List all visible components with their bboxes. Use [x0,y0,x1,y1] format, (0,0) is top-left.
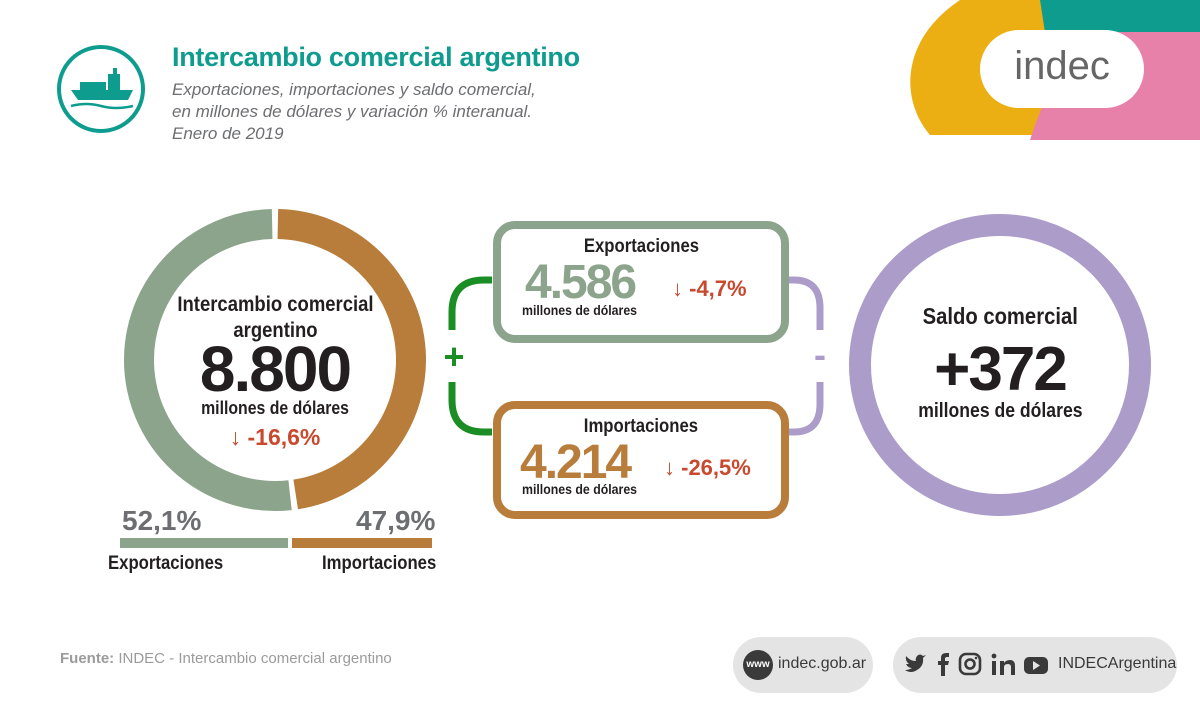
donut-center-label-line2: argentino [232,319,318,342]
imports-box-label: Importaciones [583,416,699,437]
facebook-icon[interactable] [938,653,949,676]
exports-box-value: 4.586 [525,256,637,309]
imports-box-variation: ↓ -26,5% [664,455,751,480]
linkedin-icon[interactable] [991,653,1015,675]
imports-box-unit: millones de dólares [522,481,638,497]
imports-share-label: 47,9% [356,505,436,536]
logo-pill [980,30,1144,108]
exports-box [493,221,789,343]
page-title: Intercambio comercial argentino [172,42,580,72]
subtitle-line-2: en millones de dólares y variación % int… [172,102,533,121]
saldo-label: Saldo comercial [922,303,1078,329]
exports-share-bar [120,538,288,548]
corner-decoration [910,0,1200,140]
exports-box-label: Exportaciones [583,236,699,257]
www-icon: www [743,650,773,680]
subtitle-line-1: Exportaciones, importaciones y saldo com… [172,80,536,99]
twitter-icon[interactable] [905,654,926,673]
imports-box-value: 4.214 [520,436,632,489]
youtube-icon[interactable] [1024,657,1048,674]
indec-logo: indec [1014,44,1110,88]
subtitle-line-3: Enero de 2019 [172,124,284,143]
saldo-ring [849,214,1151,516]
exports-box-unit: millones de dólares [522,302,638,318]
donut-center-unit: millones de dólares [201,398,349,418]
saldo-unit: millones de dólares [917,400,1083,422]
exports-legend-label: Exportaciones [108,553,224,574]
source-text: INDEC - Intercambio comercial argentino [114,650,392,667]
plus-operator: + [443,336,465,377]
ship-icon [57,45,145,133]
donut-center-variation: ↓ -16,6% [229,424,321,450]
saldo-value: +372 [934,335,1068,404]
website-link[interactable]: indec.gob.ar [778,655,867,672]
exports-share-label: 52,1% [122,505,202,536]
donut-slice-importaciones [277,209,426,510]
connector-brackets [448,276,824,436]
donut-chart [124,209,426,511]
imports-legend-label: Importaciones [322,553,437,574]
imports-share-bar [292,538,432,548]
donut-center-label-line1: Intercambio comercial [176,293,374,316]
imports-box [493,401,789,519]
instagram-icon[interactable] [958,652,982,676]
social-handle[interactable]: INDECArgentina [1058,655,1177,672]
exports-box-variation: ↓ -4,7% [672,276,747,301]
donut-center-value: 8.800 [199,333,352,405]
social-icons [905,652,1048,676]
donut-slice-exportaciones [124,209,292,511]
source-label: Fuente: [60,650,115,667]
minus-operator: - [814,334,826,375]
